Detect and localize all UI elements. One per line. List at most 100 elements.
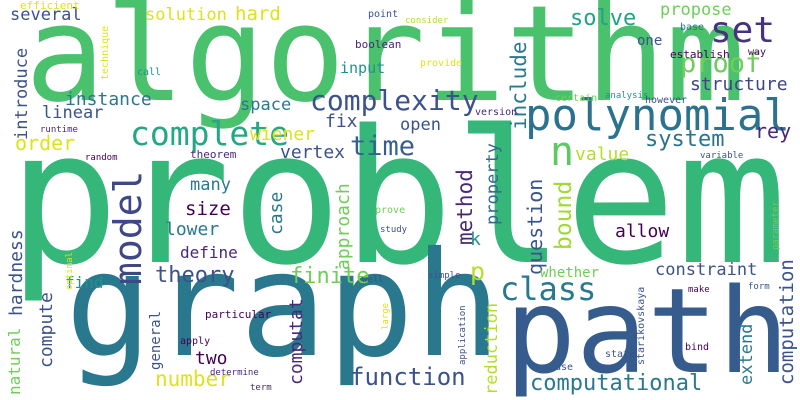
word: parameter bbox=[771, 201, 781, 250]
word: apply bbox=[180, 336, 210, 347]
word: boolean bbox=[355, 38, 401, 51]
word: compute bbox=[36, 292, 57, 368]
word: value bbox=[575, 144, 629, 165]
word: efficient bbox=[20, 0, 80, 12]
word: theorem bbox=[190, 148, 237, 161]
word: theory bbox=[155, 263, 234, 288]
word: simple bbox=[428, 271, 461, 281]
word: instance bbox=[65, 89, 152, 110]
word: runtime bbox=[40, 125, 78, 135]
word: system bbox=[645, 127, 724, 152]
word: natural bbox=[5, 328, 24, 395]
word: one bbox=[637, 33, 662, 49]
word: approach bbox=[333, 183, 354, 270]
word: reduction bbox=[482, 303, 502, 395]
word: solution bbox=[145, 5, 227, 25]
word: polynomial bbox=[525, 90, 790, 141]
word: constraint bbox=[655, 260, 757, 280]
word: study bbox=[380, 225, 408, 235]
word: well bbox=[362, 275, 384, 285]
word: computational bbox=[530, 371, 702, 396]
word: whether bbox=[540, 265, 599, 281]
word: rey bbox=[755, 119, 791, 143]
word: include bbox=[507, 41, 531, 130]
word: question bbox=[523, 179, 547, 275]
word: make bbox=[688, 285, 710, 295]
word: order bbox=[15, 131, 75, 155]
word: computat bbox=[286, 298, 307, 385]
word: version bbox=[475, 107, 517, 118]
word: linear bbox=[42, 103, 103, 123]
word: path bbox=[505, 262, 789, 400]
word: lower bbox=[165, 219, 219, 240]
word: class bbox=[500, 270, 596, 308]
word: hardness bbox=[6, 229, 27, 316]
word: several bbox=[10, 5, 82, 25]
word: particular bbox=[205, 308, 272, 321]
word: model bbox=[106, 171, 150, 285]
word: define bbox=[180, 243, 238, 262]
word: bind bbox=[685, 342, 709, 353]
word: vertex bbox=[280, 142, 345, 163]
word: solve bbox=[570, 6, 636, 31]
word: large bbox=[381, 303, 391, 330]
word: provide bbox=[420, 58, 462, 69]
word: hard bbox=[235, 3, 281, 25]
word: allow bbox=[615, 221, 669, 242]
word: finite bbox=[290, 264, 369, 289]
word: establish bbox=[670, 48, 730, 61]
word: analysis bbox=[605, 91, 648, 101]
word: complete bbox=[130, 114, 289, 153]
word: input bbox=[340, 59, 385, 77]
word: application bbox=[458, 305, 468, 365]
word: problem bbox=[8, 90, 788, 306]
word: optimal bbox=[65, 252, 75, 290]
word: prove bbox=[375, 205, 405, 216]
word: determine bbox=[210, 368, 259, 378]
word: fix bbox=[325, 111, 358, 132]
word: graph bbox=[65, 221, 502, 390]
word: time bbox=[350, 131, 415, 162]
word: use bbox=[555, 362, 573, 373]
word: p bbox=[470, 257, 485, 286]
word: structure bbox=[690, 74, 788, 95]
word: extend bbox=[737, 324, 757, 385]
word: call bbox=[137, 67, 161, 78]
word: k bbox=[470, 229, 481, 250]
word: case bbox=[266, 192, 287, 235]
word: certain bbox=[555, 93, 597, 104]
word: form bbox=[748, 282, 770, 292]
word: many bbox=[190, 175, 231, 195]
word: complexity bbox=[310, 84, 479, 117]
word: two bbox=[195, 348, 228, 369]
word: term bbox=[250, 383, 272, 393]
word: point bbox=[368, 9, 398, 20]
word: however bbox=[645, 95, 687, 106]
word: computation bbox=[776, 259, 798, 385]
word: starikovskaya bbox=[636, 287, 647, 365]
word: introduce bbox=[12, 48, 32, 140]
word: function bbox=[350, 363, 466, 391]
word: set bbox=[710, 10, 775, 51]
word: size bbox=[185, 198, 231, 220]
word: open bbox=[400, 115, 441, 135]
word: propose bbox=[660, 0, 732, 20]
word: method bbox=[453, 169, 477, 245]
word: base bbox=[680, 22, 704, 33]
word: bound bbox=[551, 181, 577, 250]
word: wiener bbox=[250, 124, 315, 145]
word: find bbox=[65, 273, 104, 292]
word: n bbox=[550, 129, 574, 175]
word: algorithm bbox=[25, 0, 746, 132]
word: variable bbox=[700, 151, 743, 161]
word: way bbox=[748, 47, 766, 58]
word: random bbox=[85, 153, 118, 163]
word: state bbox=[605, 349, 635, 360]
word: proof bbox=[680, 48, 761, 79]
word: property bbox=[483, 143, 503, 225]
word: technique bbox=[100, 26, 111, 80]
word: number bbox=[155, 367, 231, 391]
